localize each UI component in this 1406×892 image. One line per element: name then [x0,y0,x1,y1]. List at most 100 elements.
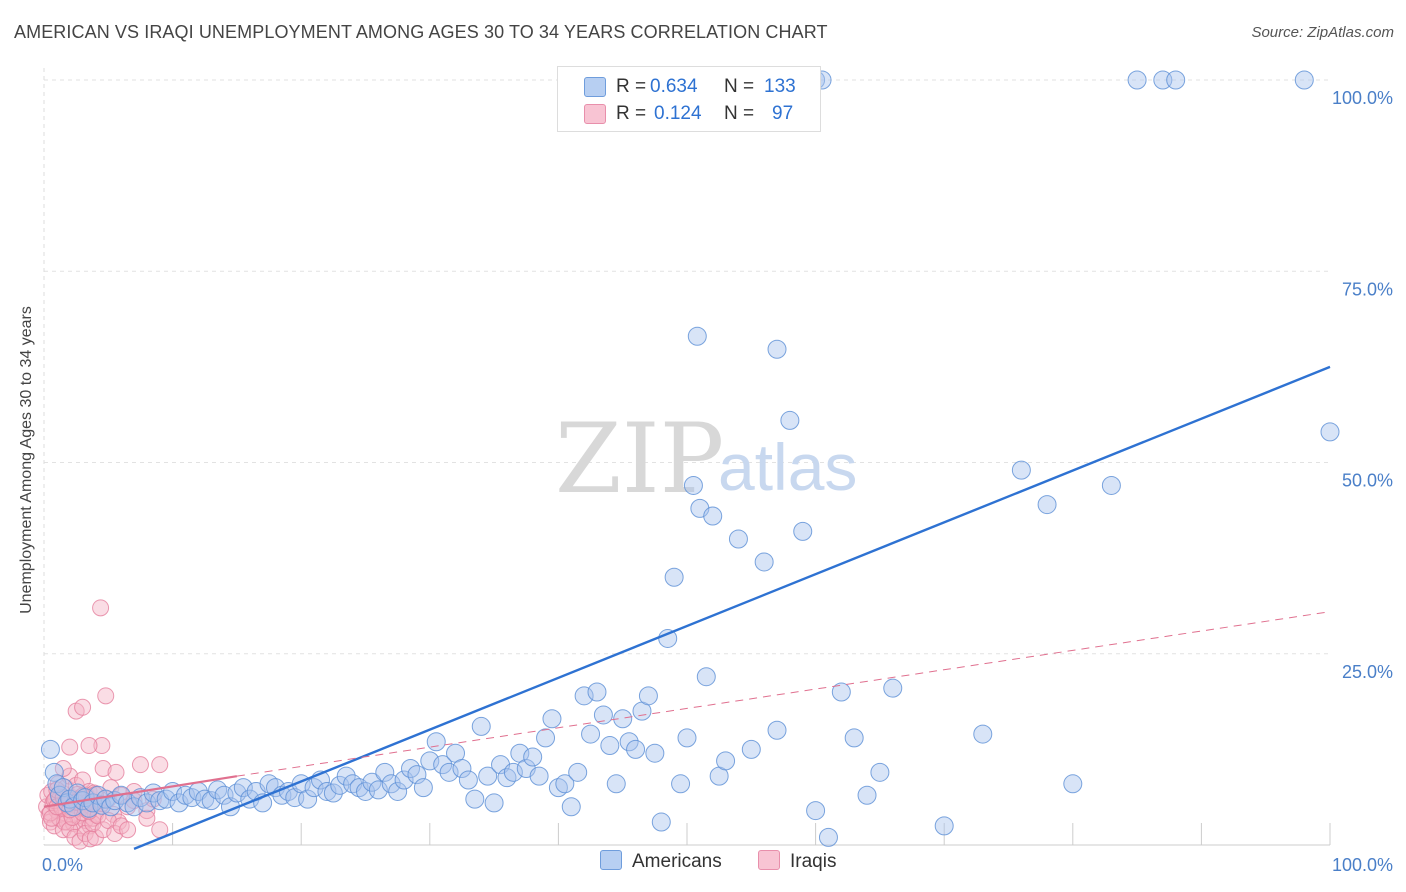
iraqis-r-label: R = [616,103,647,124]
americans-point [600,736,620,756]
americans-point [1294,70,1314,90]
americans-point [1011,460,1031,480]
americans-point [831,682,851,702]
americans-point [503,762,523,782]
americans-point [973,724,993,744]
americans-point [426,732,446,752]
y-tick-label: 50.0% [1342,471,1393,491]
iraqis-trend-extension [236,611,1331,777]
americans-point [336,766,356,786]
americans-point [201,791,221,811]
iraqis-trend-line [43,775,238,808]
americans-point [1127,70,1147,90]
y-tick-labels: 25.0% 50.0% 75.0% 100.0% [1332,88,1393,682]
source-label: Source: ZipAtlas.com [1251,24,1394,41]
x-tick-label: 100.0% [1332,855,1393,875]
americans-point [626,739,646,759]
americans-point [606,774,626,794]
americans-n-label: N = [724,76,755,97]
americans-point [529,766,549,786]
iraqis-point [92,599,110,617]
americans-point [1320,422,1340,442]
americans-point [587,682,607,702]
americans-point [883,678,903,698]
americans-point [767,339,787,359]
americans-point [683,475,703,495]
americans-point [156,789,176,809]
americans-point [870,762,890,782]
americans-point [484,793,504,813]
americans-point [703,506,723,526]
americans-point [150,791,170,811]
americans-point [1037,495,1057,515]
iraqis-n-label: N = [724,103,755,124]
americans-point [433,755,453,775]
americans-point [413,778,433,798]
americans-point [497,768,517,788]
iraqis-point [80,737,98,755]
americans-point [593,705,613,725]
trend-lines [43,365,1331,850]
americans-point [767,720,787,740]
iraqis-point [131,756,149,774]
americans-point [471,716,491,736]
americans-point [619,732,639,752]
americans-point [388,781,408,801]
americans-point [664,567,684,587]
americans-point [323,783,343,803]
watermark-zip: ZIP [555,403,724,515]
americans-point [613,709,633,729]
y-tick-label: 75.0% [1342,279,1393,299]
correlation-legend: R = 0.634 N = 133 R = 0.124 N = 97 [557,66,821,132]
americans-point [638,686,658,706]
americans-point [568,762,588,782]
iraqis-point [93,737,111,755]
y-tick-label: 100.0% [1332,88,1393,108]
bottom-iraqis-swatch [758,850,780,870]
y-tick-label: 25.0% [1342,662,1393,682]
americans-point [687,326,707,346]
americans-point [645,743,665,763]
americans-point [651,812,671,832]
americans-point [298,789,318,809]
americans-point [40,739,60,759]
iraqis-point [119,821,137,839]
americans-point [452,759,472,778]
americans-points [40,70,1340,847]
legend-row-iraqis: R = 0.124 N = 97 [558,99,820,129]
americans-point [169,793,189,813]
americans-point [857,785,877,805]
x-tick-labels: 0.0% 100.0% [42,855,1393,875]
iraqis-point [74,698,92,716]
americans-point [818,827,838,847]
x-tick-label: 0.0% [42,855,83,875]
iraqis-point [97,687,115,705]
americans-point [233,778,253,798]
americans-point [53,778,73,798]
chart-title: AMERICAN VS IRAQI UNEMPLOYMENT AMONG AGE… [14,22,828,42]
americans-point [934,816,954,836]
americans-point [381,774,401,794]
iraqis-point [61,738,79,756]
americans-point [394,770,414,790]
americans-point [458,770,478,790]
americans-point [542,709,562,729]
bottom-legend-iraqis: Iraqis [758,850,836,873]
americans-point [478,766,498,786]
watermark-atlas: atlas [718,430,857,504]
legend-row-americans: R = 0.634 N = 133 [558,72,820,102]
americans-point [375,762,395,782]
iraqis-swatch [584,104,606,124]
americans-point [844,728,864,748]
americans-point [304,778,324,798]
americans-point [439,762,459,782]
americans-point [420,751,440,771]
americans-point [754,552,774,572]
americans-point [124,797,144,817]
americans-point [677,728,697,748]
iraqis-point [138,809,156,827]
americans-point [1101,475,1121,495]
americans-point [536,728,556,748]
iraqis-point [94,760,112,777]
americans-swatch [584,77,606,97]
